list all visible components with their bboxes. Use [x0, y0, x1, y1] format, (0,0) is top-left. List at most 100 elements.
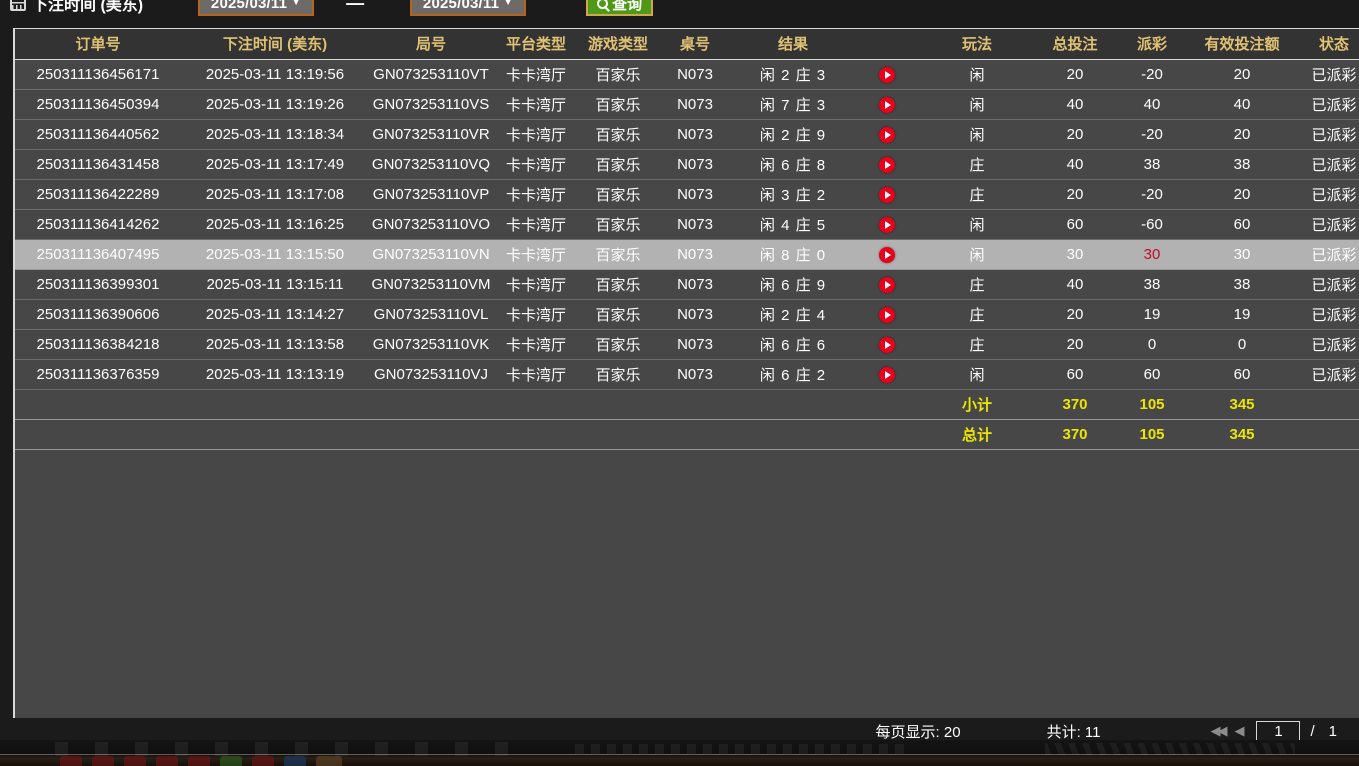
summary-payout: 105 [1117, 389, 1187, 420]
col-header-replay [853, 29, 921, 60]
chevron-down-icon: ▼ [291, 0, 302, 8]
play-icon[interactable] [879, 96, 895, 113]
cell-bet: 20 [1033, 59, 1117, 90]
summary-spacer [1297, 419, 1359, 450]
query-button[interactable]: 查询 [586, 0, 654, 16]
cell-game: 百家乐 [579, 59, 657, 90]
table-row[interactable]: 250311136440562 2025-03-11 13:18:34 GN0732… [15, 119, 1359, 150]
date-to-value: 2025/03/11 [422, 0, 500, 12]
cell-status: 已派彩 [1297, 329, 1359, 360]
summary-label: 小计 [921, 389, 1033, 420]
play-icon[interactable] [879, 186, 895, 203]
table-header: 订单号 下注时间 (美东) 局号 平台类型 游戏类型 桌号 结果 玩法 总投注 … [15, 29, 1359, 60]
table-row[interactable]: 250311136390606 2025-03-11 13:14:27 GN0732… [15, 299, 1359, 330]
cell-round: GN073253110VK [369, 329, 493, 360]
col-header-status[interactable]: 状态 [1297, 29, 1359, 60]
col-header-result[interactable]: 结果 [733, 29, 853, 60]
cell-bet: 20 [1033, 119, 1117, 150]
page-number-input[interactable]: 1 [1256, 720, 1301, 742]
cell-method: 闲 [921, 119, 1033, 150]
prev-page-icon[interactable]: ◀ [1234, 723, 1245, 738]
cell-time: 2025-03-11 13:17:49 [181, 149, 369, 180]
cell-replay [853, 59, 921, 90]
col-header-time[interactable]: 下注时间 (美东) [181, 29, 369, 60]
date-from-picker[interactable]: 2025/03/11 ▼ [198, 0, 315, 16]
cell-result: 闲 4 庄 5 [733, 209, 853, 240]
cell-payout: -20 [1117, 119, 1187, 150]
cell-replay [853, 299, 921, 330]
table-row[interactable]: 250311136384218 2025-03-11 13:13:58 GN0732… [15, 329, 1359, 360]
summary-spacer [853, 389, 921, 420]
col-header-platform[interactable]: 平台类型 [493, 29, 579, 60]
table-row[interactable]: 250311136407495 2025-03-11 13:15:50 GN0732… [15, 239, 1359, 270]
cell-status: 已派彩 [1297, 299, 1359, 330]
play-icon[interactable] [879, 366, 895, 383]
table-row[interactable]: 250311136422289 2025-03-11 13:17:08 GN0732… [15, 179, 1359, 210]
play-icon[interactable] [879, 246, 895, 263]
records-grid: 订单号 下注时间 (美东) 局号 平台类型 游戏类型 桌号 结果 玩法 总投注 … [13, 28, 1359, 718]
cell-platform: 卡卡湾厅 [493, 149, 579, 180]
cell-replay [853, 119, 921, 150]
records-table: 订单号 下注时间 (美东) 局号 平台类型 游戏类型 桌号 结果 玩法 总投注 … [15, 29, 1359, 689]
date-range-separator: — [346, 0, 365, 13]
table-row[interactable]: 250311136431458 2025-03-11 13:17:49 GN0732… [15, 149, 1359, 180]
cell-platform: 卡卡湾厅 [493, 59, 579, 90]
cell-table: N073 [657, 89, 733, 120]
summary-spacer [1297, 389, 1359, 420]
summary-valid: 345 [1187, 419, 1297, 450]
col-header-method[interactable]: 玩法 [921, 29, 1033, 60]
col-header-payout[interactable]: 派彩 [1117, 29, 1187, 60]
cell-table: N073 [657, 119, 733, 150]
col-header-table[interactable]: 桌号 [657, 29, 733, 60]
ghost-blob [124, 756, 146, 766]
cell-status: 已派彩 [1297, 239, 1359, 270]
play-icon[interactable] [879, 156, 895, 173]
search-icon [597, 0, 609, 9]
cell-payout: 0 [1117, 329, 1187, 360]
play-icon[interactable] [879, 66, 895, 83]
table-row[interactable]: 250311136456171 2025-03-11 13:19:56 GN0732… [15, 59, 1359, 90]
cell-order: 250311136390606 [15, 299, 181, 330]
play-icon[interactable] [879, 216, 895, 233]
ghost-icons [55, 742, 515, 756]
col-header-order[interactable]: 订单号 [15, 29, 181, 60]
cell-method: 闲 [921, 359, 1033, 390]
cell-time: 2025-03-11 13:19:26 [181, 89, 369, 120]
cell-time: 2025-03-11 13:16:25 [181, 209, 369, 240]
summary-spacer [579, 389, 657, 420]
cell-result: 闲 8 庄 0 [733, 239, 853, 270]
date-to-picker[interactable]: 2025/03/11 ▼ [410, 0, 527, 16]
cell-bet: 60 [1033, 359, 1117, 390]
cell-table: N073 [657, 209, 733, 240]
col-header-round[interactable]: 局号 [369, 29, 493, 60]
col-header-bet[interactable]: 总投注 [1033, 29, 1117, 60]
col-header-game[interactable]: 游戏类型 [579, 29, 657, 60]
summary-spacer [493, 389, 579, 420]
summary-spacer [733, 389, 853, 420]
cell-game: 百家乐 [579, 209, 657, 240]
cell-status: 已派彩 [1297, 59, 1359, 90]
table-row[interactable]: 250311136450394 2025-03-11 13:19:26 GN0732… [15, 89, 1359, 120]
table-row[interactable]: 250311136399301 2025-03-11 13:15:11 GN0732… [15, 269, 1359, 300]
cell-game: 百家乐 [579, 359, 657, 390]
play-icon[interactable] [879, 306, 895, 323]
play-icon[interactable] [879, 276, 895, 293]
play-icon[interactable] [879, 336, 895, 353]
cell-platform: 卡卡湾厅 [493, 269, 579, 300]
cell-platform: 卡卡湾厅 [493, 299, 579, 330]
table-row[interactable]: 250311136414262 2025-03-11 13:16:25 GN0732… [15, 209, 1359, 240]
cell-result: 闲 6 庄 2 [733, 359, 853, 390]
cell-game: 百家乐 [579, 179, 657, 210]
play-icon[interactable] [879, 126, 895, 143]
first-page-icon[interactable]: ◀◀ [1210, 723, 1227, 738]
table-row[interactable]: 250311136376359 2025-03-11 13:13:19 GN0732… [15, 359, 1359, 390]
summary-valid: 345 [1187, 389, 1297, 420]
cell-payout: 40 [1117, 89, 1187, 120]
cell-payout: 19 [1117, 299, 1187, 330]
cell-replay [853, 89, 921, 120]
cell-result: 闲 2 庄 9 [733, 119, 853, 150]
ghost-divider [0, 754, 1359, 755]
col-header-valid[interactable]: 有效投注额 [1187, 29, 1297, 60]
cell-round: GN073253110VT [369, 59, 493, 90]
per-page-label[interactable]: 每页显示: 20 [875, 723, 961, 741]
